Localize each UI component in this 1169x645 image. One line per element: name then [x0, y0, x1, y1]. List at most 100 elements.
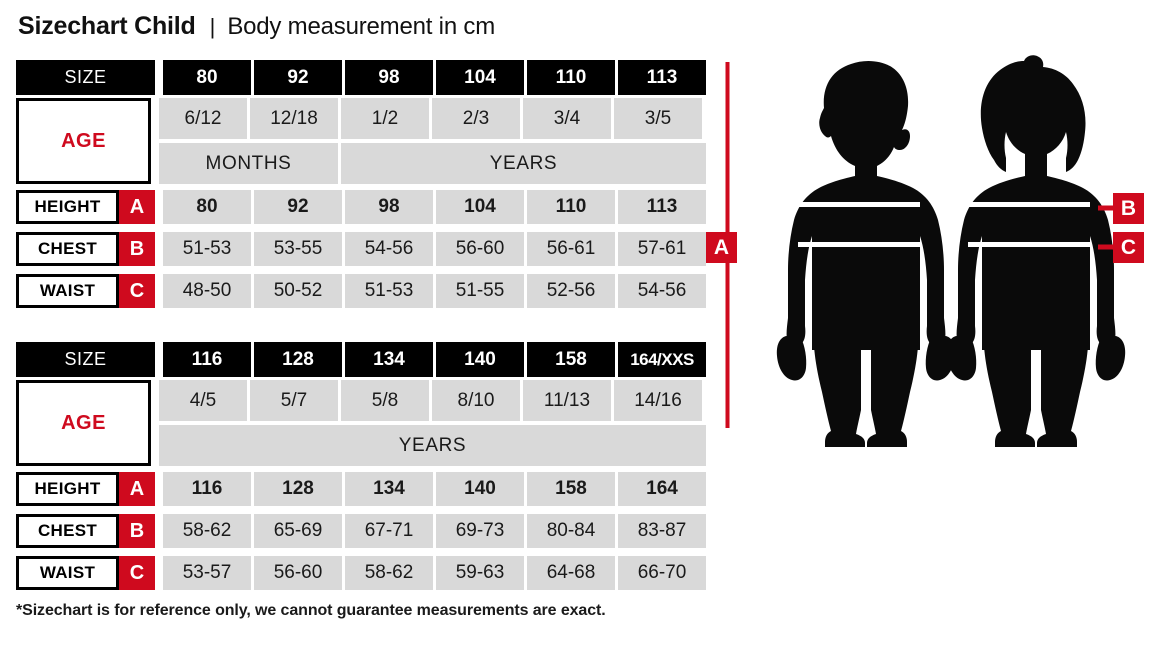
title-subtitle: Body measurement in cm: [227, 13, 496, 40]
height-cell: 104: [436, 190, 524, 224]
waist-row: WAIST C 48-50 50-52 51-53 51-55 52-56 54…: [16, 274, 706, 308]
size-cell: 134: [345, 342, 433, 377]
chest-row: CHEST B 58-62 65-69 67-71 69-73 80-84 83…: [16, 514, 706, 548]
height-label-wrap: HEIGHT A: [16, 472, 155, 506]
size-cell: 104: [436, 60, 524, 95]
age-label: AGE: [16, 98, 151, 184]
boy-silhouette: [776, 60, 956, 447]
age-row: AGE 4/5 5/7 5/8 8/10 11/13 14/16 YEARS: [16, 380, 706, 466]
chest-cell: 56-60: [436, 232, 524, 266]
sizechart-table-small: SIZE 80 92 98 104 110 113 AGE 6/12 12/18…: [16, 60, 706, 308]
waist-key-badge: C: [119, 274, 155, 308]
chest-key-badge: B: [119, 232, 155, 266]
waist-cell: 50-52: [254, 274, 342, 308]
waist-cell: 48-50: [163, 274, 251, 308]
age-cell: 4/5: [159, 380, 247, 421]
chest-label: CHEST: [16, 232, 119, 266]
waist-cell: 51-55: [436, 274, 524, 308]
age-label: AGE: [16, 380, 151, 466]
waist-cell: 53-57: [163, 556, 251, 590]
girl-hand-left: [946, 336, 977, 381]
chest-label-wrap: CHEST B: [16, 232, 155, 266]
chest-cell: 80-84: [527, 514, 615, 548]
waist-cell: 58-62: [345, 556, 433, 590]
age-cell: 6/12: [159, 98, 247, 139]
age-cell: 3/4: [523, 98, 611, 139]
boy-head: [819, 60, 910, 183]
marker-c-waist: C: [1113, 232, 1144, 263]
waist-label: WAIST: [16, 556, 119, 590]
height-cell: 164: [618, 472, 706, 506]
girl-leg-left: [984, 346, 1035, 447]
age-cell: 14/16: [614, 380, 702, 421]
height-cell: 158: [527, 472, 615, 506]
chest-cell: 51-53: [163, 232, 251, 266]
height-cells: 116 128 134 140 158 164: [163, 472, 706, 506]
size-cell: 98: [345, 60, 433, 95]
chest-label-wrap: CHEST B: [16, 514, 155, 548]
height-cell: 98: [345, 190, 433, 224]
size-header-label: SIZE: [16, 60, 155, 95]
height-label: HEIGHT: [16, 190, 119, 224]
size-cell: 80: [163, 60, 251, 95]
waist-cell: 51-53: [345, 274, 433, 308]
chest-cell: 54-56: [345, 232, 433, 266]
chest-label: CHEST: [16, 514, 119, 548]
chest-cell: 57-61: [618, 232, 706, 266]
height-cell: 116: [163, 472, 251, 506]
age-values-row: 4/5 5/7 5/8 8/10 11/13 14/16: [159, 380, 706, 421]
height-key-badge: A: [119, 190, 155, 224]
age-unit-cell: YEARS: [341, 143, 706, 184]
size-cell: 113: [618, 60, 706, 95]
boy-chest-band: [794, 202, 920, 207]
age-values-wrap: 4/5 5/7 5/8 8/10 11/13 14/16 YEARS: [159, 380, 706, 466]
girl-silhouette: [946, 55, 1126, 447]
age-cell: 5/8: [341, 380, 429, 421]
height-cell: 128: [254, 472, 342, 506]
age-cell: 1/2: [341, 98, 429, 139]
chest-key-badge: B: [119, 514, 155, 548]
silhouettes-svg: [725, 55, 1126, 447]
boy-leg-right: [867, 346, 918, 447]
age-values-row: 6/12 12/18 1/2 2/3 3/4 3/5: [159, 98, 706, 139]
size-header-cells: 116 128 134 140 158 164/XXS: [163, 342, 706, 377]
age-units-row: YEARS: [159, 425, 706, 466]
size-cell: 110: [527, 60, 615, 95]
chest-cells: 58-62 65-69 67-71 69-73 80-84 83-87: [163, 514, 706, 548]
height-label: HEIGHT: [16, 472, 119, 506]
waist-cell: 54-56: [618, 274, 706, 308]
size-header-cells: 80 92 98 104 110 113: [163, 60, 706, 95]
size-cell: 164/XXS: [618, 342, 706, 377]
marker-a-height: A: [706, 232, 737, 263]
size-cell: 92: [254, 60, 342, 95]
chest-cell: 69-73: [436, 514, 524, 548]
sizechart-table-large: SIZE 116 128 134 140 158 164/XXS AGE 4/5…: [16, 342, 706, 590]
waist-row: WAIST C 53-57 56-60 58-62 59-63 64-68 66…: [16, 556, 706, 590]
age-cell: 3/5: [614, 98, 702, 139]
age-unit-cell: MONTHS: [159, 143, 338, 184]
age-cell: 12/18: [250, 98, 338, 139]
age-cell: 8/10: [432, 380, 520, 421]
height-cell: 92: [254, 190, 342, 224]
height-key-badge: A: [119, 472, 155, 506]
chest-cell: 83-87: [618, 514, 706, 548]
boy-waist-band: [798, 242, 920, 247]
waist-cell: 56-60: [254, 556, 342, 590]
waist-key-badge: C: [119, 556, 155, 590]
marker-b-chest: B: [1113, 193, 1144, 224]
girl-torso: [956, 176, 1116, 350]
size-cell: 158: [527, 342, 615, 377]
boy-hand-left: [776, 336, 807, 381]
age-row: AGE 6/12 12/18 1/2 2/3 3/4 3/5 MONTHS YE…: [16, 98, 706, 184]
size-cell: 116: [163, 342, 251, 377]
height-cell: 110: [527, 190, 615, 224]
waist-cells: 48-50 50-52 51-53 51-55 52-56 54-56: [163, 274, 706, 308]
footnote-disclaimer: *Sizechart is for reference only, we can…: [16, 602, 606, 619]
chest-cell: 65-69: [254, 514, 342, 548]
title-main: Sizechart Child: [18, 12, 196, 40]
chest-cell: 53-55: [254, 232, 342, 266]
age-cell: 5/7: [250, 380, 338, 421]
age-unit-cell: YEARS: [159, 425, 706, 466]
height-cells: 80 92 98 104 110 113: [163, 190, 706, 224]
